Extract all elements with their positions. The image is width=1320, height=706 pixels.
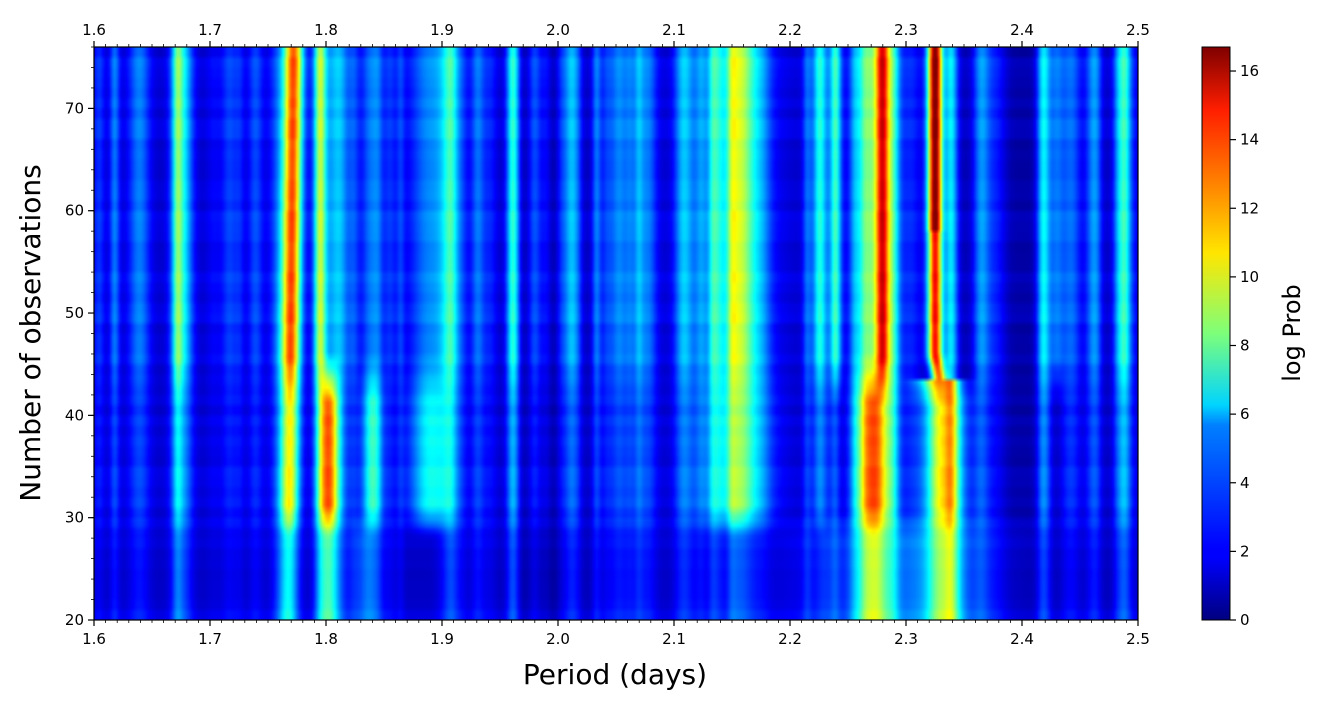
x-tick-label: 1.7 (198, 630, 222, 648)
colorbar-tick-label: 16 (1240, 62, 1259, 80)
x-tick-label: 2.2 (778, 630, 802, 648)
x-tick-label: 2.1 (662, 630, 686, 648)
colorbar-tick-label: 2 (1240, 542, 1250, 560)
x-top-tick-label: 2.4 (1010, 21, 1034, 39)
y-tick-label: 70 (65, 99, 84, 117)
y-tick-label: 30 (65, 509, 84, 527)
x-tick-label: 2.0 (546, 630, 570, 648)
y-tick-label: 60 (65, 202, 84, 220)
colorbar-tick-label: 0 (1240, 611, 1250, 629)
x-axis-title: Period (days) (523, 658, 707, 691)
colorbar: 0 2 4 6 8 10 12 14 16 log Prob (1201, 46, 1306, 629)
colorbar-gradient (1201, 46, 1231, 621)
x-top-tick-label: 1.9 (430, 21, 454, 39)
colorbar-ticks: 0 2 4 6 8 10 12 14 16 (1230, 62, 1259, 629)
colorbar-tick-label: 14 (1240, 131, 1259, 149)
heatmap (94, 47, 1138, 620)
colorbar-tick-label: 12 (1240, 199, 1259, 217)
y-tick-label: 20 (65, 611, 84, 629)
colorbar-title: log Prob (1278, 284, 1306, 382)
colorbar-tick-label: 4 (1240, 474, 1250, 492)
colorbar-tick-label: 6 (1240, 405, 1250, 423)
y-tick-label: 50 (65, 304, 84, 322)
y-tick-label: 40 (65, 406, 84, 424)
x-tick-label: 1.6 (82, 630, 106, 648)
x-tick-label: 2.3 (894, 630, 918, 648)
x-tick-label: 2.4 (1010, 630, 1034, 648)
x-top-tick-label: 1.7 (198, 21, 222, 39)
x-top-tick-label: 1.8 (314, 21, 338, 39)
heatmap-image (94, 47, 1138, 620)
x-top-tick-label: 2.5 (1126, 21, 1150, 39)
x-top-tick-label: 2.1 (662, 21, 686, 39)
x-axis-bottom: 1.6 1.7 1.8 1.9 2.0 2.1 2.2 2.3 2.4 2.5 (82, 620, 1150, 648)
x-tick-label: 1.9 (430, 630, 454, 648)
y-axis-title: Number of observations (14, 164, 47, 501)
x-top-tick-label: 2.2 (778, 21, 802, 39)
y-axis: 20 30 40 50 60 70 (65, 46, 94, 629)
x-top-tick-label: 2.0 (546, 21, 570, 39)
colorbar-tick-label: 8 (1240, 337, 1250, 355)
x-top-tick-label: 1.6 (82, 21, 106, 39)
x-top-tick-label: 2.3 (894, 21, 918, 39)
x-tick-label: 2.5 (1126, 630, 1150, 648)
x-tick-label: 1.8 (314, 630, 338, 648)
x-axis-top: 1.6 1.7 1.8 1.9 2.0 2.1 2.2 2.3 2.4 2.5 (82, 21, 1150, 47)
colorbar-tick-label: 10 (1240, 268, 1259, 286)
